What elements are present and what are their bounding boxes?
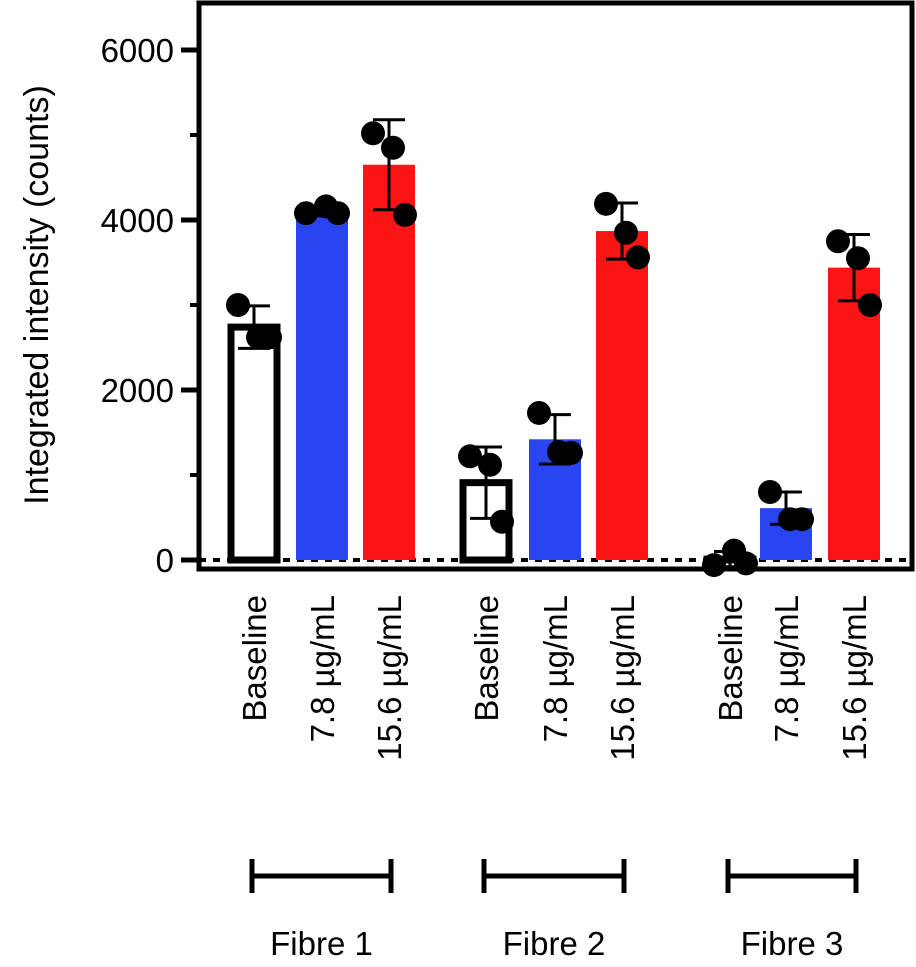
data-point (614, 220, 638, 245)
y-tick-label: 2000 (101, 372, 174, 409)
group-label: Fibre 2 (503, 925, 606, 962)
bar (227, 323, 281, 564)
data-point (326, 201, 350, 226)
data-point (626, 245, 650, 270)
data-point (846, 246, 870, 271)
group-label: Fibre 3 (741, 925, 844, 962)
group-label: Fibre 1 (270, 925, 373, 962)
category-labels: Baseline 7.8 µg/mL 15.6 µg/mL Baseline 7.8 µ… (236, 595, 873, 761)
category-label: 15.6 µg/mL (371, 595, 408, 761)
bar (363, 164, 415, 560)
plot-frame (196, 0, 915, 572)
category-label: 7.8 µg/mL (304, 595, 341, 742)
data-point (594, 191, 618, 216)
y-axis: 0 2000 4000 6000 (101, 32, 199, 579)
data-point (527, 400, 551, 425)
category-label: Baseline (236, 595, 273, 722)
data-point (758, 480, 782, 504)
category-label: 7.8 µg/mL (768, 595, 805, 742)
y-axis-title: Integrated intensity (counts) (18, 85, 56, 505)
y-tick-label: 4000 (101, 202, 174, 239)
points-layer (226, 121, 882, 578)
data-point (702, 553, 726, 578)
y-tick-label: 0 (156, 542, 174, 579)
bar (296, 211, 348, 560)
bars-layer (227, 164, 880, 564)
y-tick-label: 6000 (101, 32, 174, 69)
data-point (226, 293, 250, 317)
data-point (381, 135, 405, 160)
bar (596, 231, 648, 561)
data-point (458, 444, 482, 469)
data-point (826, 229, 850, 254)
data-point (858, 293, 882, 317)
data-point (361, 121, 385, 146)
data-point (393, 202, 417, 227)
category-label: Baseline (468, 595, 505, 722)
group-brackets: Fibre 1 Fibre 2 Fibre 3 (249, 859, 859, 962)
data-point (790, 507, 814, 532)
category-label: 15.6 µg/mL (836, 595, 873, 761)
category-label: Baseline (712, 595, 749, 722)
category-label: 7.8 µg/mL (537, 595, 574, 742)
category-label: 15.6 µg/mL (604, 595, 641, 761)
data-point (294, 201, 318, 226)
data-point (258, 325, 282, 350)
data-point (478, 452, 502, 477)
data-point (559, 440, 583, 465)
data-point (734, 551, 758, 576)
data-point (490, 509, 514, 534)
